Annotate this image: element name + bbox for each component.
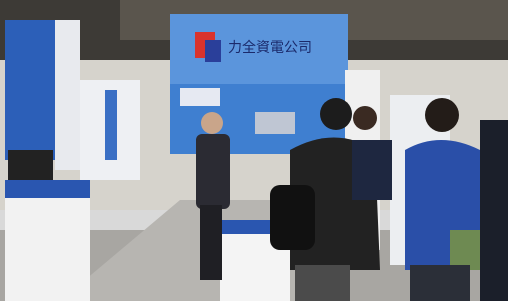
backpack: [270, 185, 315, 250]
left-booth-pillar: [55, 20, 80, 170]
left-booth-wall: [5, 20, 60, 160]
photo: 力全資電公司: [0, 0, 508, 301]
left-booth-banner: [105, 90, 117, 160]
person-head: [201, 112, 223, 134]
person-head: [425, 98, 459, 132]
person: [480, 120, 508, 301]
person-body: [196, 134, 230, 209]
person-legs: [295, 265, 350, 301]
person-head: [320, 98, 352, 130]
product-image: [255, 112, 295, 134]
booth-sign: 力全資電公司: [228, 39, 312, 56]
person-legs: [410, 265, 470, 301]
left-counter-stripe: [5, 180, 90, 198]
poster: [180, 88, 220, 106]
logo-accent: [205, 40, 221, 62]
page: 力全資電公司 (() => { const data = JSON.parse(…: [0, 0, 508, 301]
left-counter: [5, 180, 90, 301]
person-legs: [200, 205, 222, 280]
person-body: [352, 140, 392, 200]
person-head: [353, 106, 377, 130]
monitor: [8, 150, 53, 180]
